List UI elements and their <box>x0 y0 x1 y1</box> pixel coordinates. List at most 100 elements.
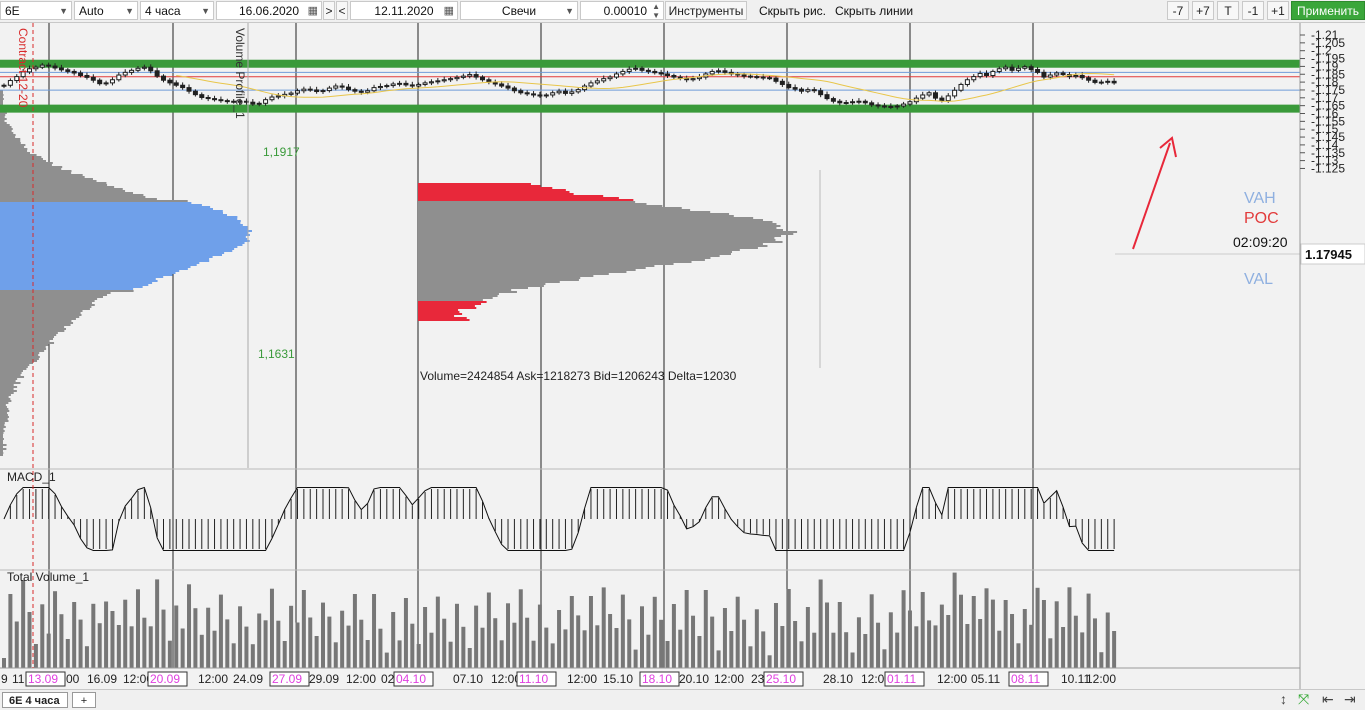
profile-bar <box>0 210 223 212</box>
volume-bar <box>295 623 299 669</box>
volume-bar <box>15 622 19 669</box>
volume-bar <box>685 590 689 668</box>
hide-drawings-button[interactable]: Скрыть рис. <box>754 1 830 20</box>
profile-bar <box>418 265 654 267</box>
candle-body <box>748 76 752 77</box>
candle-body <box>417 84 421 86</box>
symbol-select[interactable]: 6E ▼ <box>0 1 72 20</box>
candle-body <box>251 102 255 104</box>
candle-body <box>627 69 631 71</box>
profile-bar <box>0 324 71 326</box>
profile-bar <box>0 162 53 164</box>
scroll-left-icon[interactable]: ⇤ <box>1322 691 1334 708</box>
plus1-button[interactable]: +1 <box>1267 1 1289 20</box>
apply-button[interactable]: Применить <box>1291 1 1365 20</box>
volume-bar <box>1080 632 1084 668</box>
candle-body <box>264 100 268 104</box>
profile-bar <box>0 124 10 126</box>
chart-style-select[interactable]: Свечи ▼ <box>460 1 578 20</box>
chart-area[interactable]: Contract 12-20 Volume Profile_1 1,1917 1… <box>0 23 1365 689</box>
time-tick-label: 24.09 <box>233 672 263 686</box>
profile-bar <box>0 438 4 440</box>
candle-body <box>774 78 778 81</box>
candle-body <box>136 68 140 70</box>
profile-bar <box>418 195 603 197</box>
profile-bar <box>0 202 191 204</box>
profile-bar <box>0 416 9 418</box>
profile-bar <box>418 319 470 321</box>
date-from-field[interactable]: 16.06.2020 ▦ <box>216 1 322 20</box>
chart-tab[interactable]: 6E 4 часа <box>2 692 68 708</box>
volume-bar <box>321 603 325 668</box>
profile-bar <box>0 338 53 340</box>
date-to-field[interactable]: 12.11.2020 ▦ <box>350 1 458 20</box>
resize-vertical-icon[interactable]: ↕ <box>1280 691 1287 707</box>
hide-lines-button[interactable]: Скрыть линии <box>830 1 916 20</box>
candle-body <box>1042 72 1046 77</box>
tick-size-value: 0.00010 <box>604 4 647 18</box>
profile-bar <box>0 190 125 192</box>
profile-bar <box>0 392 14 394</box>
minus7-button[interactable]: -7 <box>1167 1 1189 20</box>
candle-body <box>576 90 580 92</box>
profile-bar <box>418 221 773 223</box>
profile-bar <box>418 283 545 285</box>
volume-bar <box>487 593 491 669</box>
level-high-label: 1,1917 <box>263 145 300 159</box>
volume-bar <box>59 614 63 668</box>
volume-bar <box>136 589 140 668</box>
profile-bar <box>418 291 517 293</box>
candle-body <box>104 83 108 84</box>
scroll-right-icon[interactable]: ⇥ <box>1344 691 1356 708</box>
profile-bar <box>0 92 3 94</box>
volume-bar <box>500 640 504 668</box>
countdown-label: 02:09:20 <box>1233 234 1288 250</box>
profile-bar <box>418 189 566 191</box>
profile-bar <box>418 269 636 271</box>
volume-bar <box>774 603 778 668</box>
current-price-label: 1.17945 <box>1305 247 1352 262</box>
profile-bar <box>0 236 246 238</box>
volume-bar <box>359 620 363 668</box>
profile-bar <box>0 314 82 316</box>
volume-bar <box>621 595 625 668</box>
volume-bar <box>53 591 57 668</box>
fit-screen-icon[interactable]: ⤧ <box>1298 691 1309 708</box>
profile-bar <box>0 138 20 140</box>
candle-body <box>933 93 937 98</box>
add-tab-button[interactable]: + <box>72 692 96 708</box>
chart-style-value: Свечи <box>502 4 536 18</box>
candle-body <box>851 102 855 103</box>
tick-size-field[interactable]: 0.00010 ▲ ▼ <box>580 1 664 20</box>
profile-bar <box>0 414 8 416</box>
profile-bar <box>418 261 692 263</box>
t-button[interactable]: T <box>1217 1 1239 20</box>
volume-bar <box>289 606 293 668</box>
timeframe-select[interactable]: 4 часа ▼ <box>140 1 214 20</box>
profile-bar <box>0 382 20 384</box>
profile-bar <box>0 384 14 386</box>
plus7-button[interactable]: +7 <box>1192 1 1214 20</box>
instruments-button[interactable]: Инструменты <box>665 1 747 20</box>
prev-button[interactable]: < <box>336 1 348 20</box>
profile-bar <box>418 211 710 213</box>
contract-label: Contract 12-20 <box>16 28 30 108</box>
scale-mode-select[interactable]: Auto ▼ <box>74 1 138 20</box>
candle-body <box>863 101 867 103</box>
price-axis[interactable]: -1.21-1.205-1.2-1.195-1.19-1.185-1.18-1.… <box>1300 28 1345 175</box>
next-button[interactable]: > <box>323 1 335 20</box>
candle-body <box>500 84 504 86</box>
candle-body <box>793 88 797 90</box>
profile-bar <box>0 400 11 402</box>
minus1-button[interactable]: -1 <box>1242 1 1264 20</box>
candle-body <box>461 76 465 77</box>
time-tick-label: 29.09 <box>309 672 339 686</box>
time-axis[interactable]: 9 11 13.09 00 16.09 12:0020.09 12:00 24.09 27.09… <box>1 672 1116 686</box>
profile-bar <box>0 386 17 388</box>
volume-bar <box>902 590 906 668</box>
profile-bar <box>418 225 780 227</box>
candle-body <box>8 81 12 86</box>
profile-bar <box>0 310 83 312</box>
time-tick-label: 00 <box>66 672 80 686</box>
candle-body <box>72 71 76 73</box>
